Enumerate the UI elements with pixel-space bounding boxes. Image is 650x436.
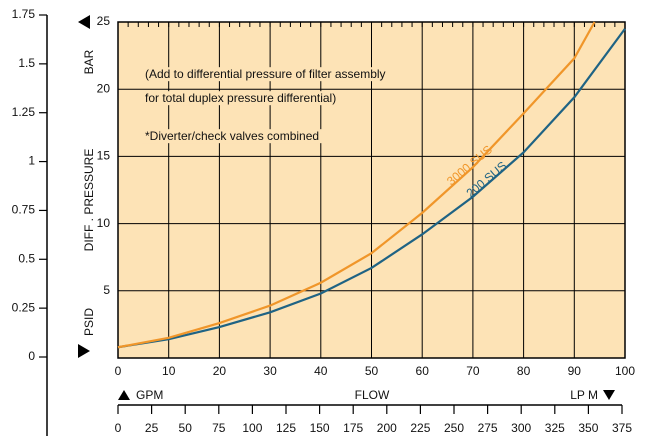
lpm-tick-label: 350 [578, 421, 598, 435]
lpm-tick-label: 200 [377, 421, 397, 435]
x-tick-label: 50 [365, 364, 379, 378]
y-label-top: BAR [82, 49, 96, 74]
series-line [117, 28, 626, 349]
bar-tick-label: 0.25 [12, 300, 36, 314]
x-tick-label: 100 [615, 364, 635, 378]
y-tick-label: 5 [103, 283, 110, 297]
lpm-tick-label: 75 [212, 421, 226, 435]
x-tick-label: 60 [416, 364, 430, 378]
bar-tick-label: 0.75 [12, 203, 36, 217]
lpm-tick-label: 25 [145, 421, 159, 435]
y-tick-label: 10 [97, 216, 111, 230]
plot-border [117, 21, 626, 359]
lpm-tick-label: 325 [545, 421, 565, 435]
lpm-tick-label: 50 [179, 421, 193, 435]
lpm-tick-label: 225 [410, 421, 430, 435]
y-label: DIFF . PRESSURE [82, 149, 96, 252]
y-tick-label: 25 [97, 14, 111, 28]
gpm-marker [118, 390, 130, 400]
y-tick-label: 20 [97, 81, 111, 95]
x-tick-label: 10 [162, 364, 176, 378]
x-label-right: LP M [570, 388, 598, 402]
series-line [117, 21, 596, 349]
x-tick-label: 90 [568, 364, 582, 378]
y-label-bottom: PSID [82, 308, 96, 336]
x-label-left: GPM [136, 388, 163, 402]
lpm-tick-label: 375 [612, 421, 632, 435]
lpm-tick-label: 125 [276, 421, 296, 435]
y-tick-label: 15 [97, 149, 111, 163]
annotation: for total duplex pressure differential) [145, 91, 336, 105]
x-tick-label: 80 [517, 364, 531, 378]
lpm-tick-label: 250 [444, 421, 464, 435]
lpm-tick-label: 100 [242, 421, 262, 435]
annotation: *Diverter/check valves combined [145, 129, 319, 143]
psid-marker [78, 344, 90, 358]
lpm-marker [603, 390, 615, 400]
x-tick-label: 20 [213, 364, 227, 378]
lpm-tick-label: 175 [343, 421, 363, 435]
bar-tick-label: 0.5 [18, 251, 35, 265]
bar-tick-label: 1.5 [18, 56, 35, 70]
bar-tick-label: 0 [28, 349, 35, 363]
lpm-tick-label: 0 [115, 421, 122, 435]
lpm-tick-label: 275 [478, 421, 498, 435]
annotation-bg [142, 67, 389, 82]
x-label: FLOW [355, 388, 390, 402]
x-tick-label: 40 [314, 364, 328, 378]
x-tick-label: 30 [263, 364, 277, 378]
x-tick-label: 70 [466, 364, 480, 378]
bar-tick-label: 1.75 [12, 7, 36, 21]
bar-marker [78, 15, 90, 29]
bar-tick-label: 1.25 [12, 105, 36, 119]
x-tick-label: 0 [115, 364, 122, 378]
bar-tick-label: 1 [28, 154, 35, 168]
lpm-tick-label: 300 [511, 421, 531, 435]
annotation-bg [142, 129, 323, 144]
lpm-tick-label: 150 [310, 421, 330, 435]
annotation: (Add to differential pressure of filter … [145, 67, 386, 81]
annotation-bg [142, 91, 340, 106]
